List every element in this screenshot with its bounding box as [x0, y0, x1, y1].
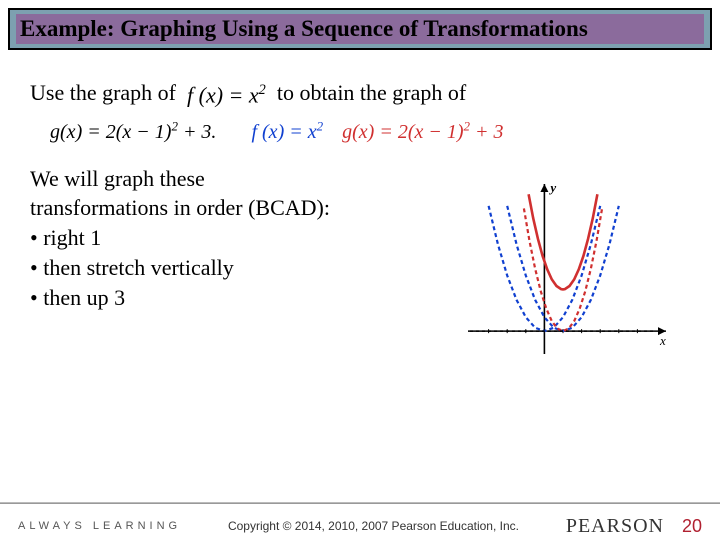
- intro-line: Use the graph of f (x) = x2 to obtain th…: [30, 80, 690, 108]
- title-inner: Example: Graphing Using a Sequence of Tr…: [16, 14, 704, 44]
- intro-b: to obtain the graph of: [277, 80, 466, 105]
- body-l1: We will graph these: [30, 164, 430, 194]
- body-l3: • right 1: [30, 223, 430, 253]
- body-l2: transformations in order (BCAD):: [30, 193, 430, 223]
- parabola-chart: xy: [460, 180, 670, 370]
- always-learning-logo: ALWAYS LEARNING: [18, 520, 181, 532]
- slide-number: 20: [682, 516, 702, 537]
- chart-svg: xy: [460, 180, 670, 370]
- formula-g-black: g(x) = 2(x − 1)2 + 3.: [50, 121, 216, 143]
- intro-a: Use the graph of: [30, 80, 176, 105]
- svg-text:y: y: [548, 180, 556, 195]
- content-area: Use the graph of f (x) = x2 to obtain th…: [0, 50, 720, 312]
- formula-g-red: g(x) = 2(x − 1)2 + 3: [342, 121, 503, 143]
- equation-f-inline: f (x) = x2: [182, 82, 272, 108]
- footer: ALWAYS LEARNING Copyright © 2014, 2010, …: [0, 504, 720, 548]
- body-l4: • then stretch vertically: [30, 253, 430, 283]
- body-text: We will graph these transformations in o…: [30, 164, 430, 312]
- formula-row: g(x) = 2(x − 1)2 + 3. f (x) = x2 g(x) = …: [50, 118, 690, 144]
- slide-title: Example: Graphing Using a Sequence of Tr…: [20, 16, 588, 41]
- formula-f-blue: f (x) = x2: [251, 121, 323, 143]
- title-bar: Example: Graphing Using a Sequence of Tr…: [8, 8, 712, 50]
- pearson-logo: PEARSON: [566, 515, 664, 538]
- svg-text:x: x: [659, 333, 666, 348]
- copyright-text: Copyright © 2014, 2010, 2007 Pearson Edu…: [181, 519, 566, 533]
- body-l5: • then up 3: [30, 283, 430, 313]
